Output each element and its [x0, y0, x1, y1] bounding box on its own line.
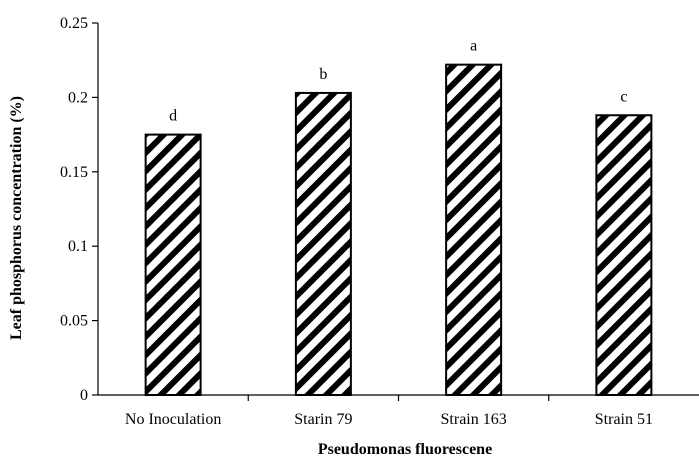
bar-significance-label: d: [169, 108, 177, 125]
bar: [445, 63, 503, 396]
x-tick-label: Starin 79: [294, 411, 352, 428]
bar: [595, 114, 653, 396]
y-tick-label: 0.05: [60, 313, 88, 330]
x-tick-label: Strain 163: [441, 411, 507, 428]
bar: [144, 133, 202, 396]
bar: [294, 91, 352, 396]
y-tick-label: 0.25: [60, 15, 88, 32]
x-tick-label: No Inoculation: [125, 411, 221, 428]
bar-significance-label: c: [620, 88, 627, 105]
x-axis-title: Pseudomonas fluorescene: [318, 441, 492, 458]
y-tick-label: 0.1: [68, 238, 88, 255]
y-tick-label: 0.15: [60, 164, 88, 181]
bar-significance-label: a: [470, 38, 477, 55]
y-axis-title: Leaf phosphorus concentration (%): [8, 96, 25, 340]
plot-area: 0 0.05 0.1 0.15 0.2 0.25 d No Inoculation b Stari…: [60, 15, 699, 428]
x-tick-label: Strain 51: [595, 411, 653, 428]
bar-significance-label: b: [319, 66, 327, 83]
y-tick-label: 0.2: [68, 89, 88, 106]
y-tick-label: 0: [80, 387, 88, 404]
